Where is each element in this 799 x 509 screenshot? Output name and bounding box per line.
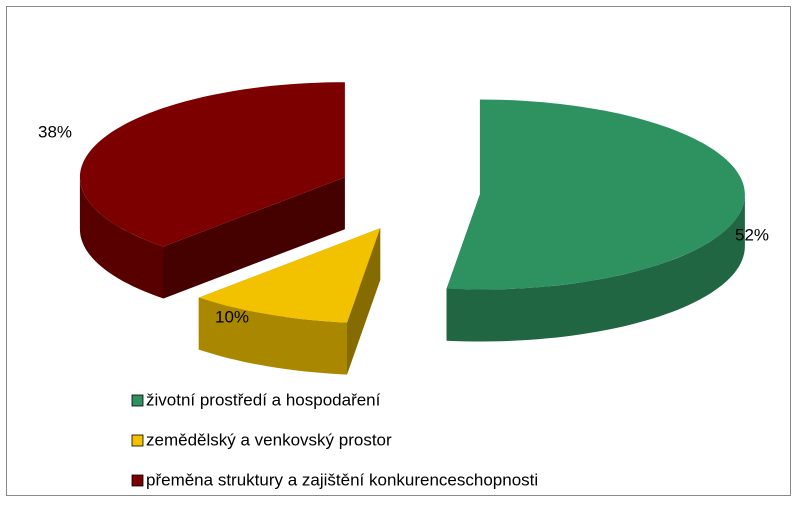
slice-side [163,177,345,299]
pie-slice [446,99,745,342]
pie-slice [79,82,345,299]
legend-swatch [131,474,144,487]
legend-label: přeměna struktury a zajištění konkurence… [146,470,538,489]
pie-slice [198,228,381,375]
legend-label: životní prostředí a hospodaření [146,390,381,409]
slice-wall [446,194,745,342]
data-label: 38% [38,122,72,141]
slice-top [79,82,345,247]
data-label: 52% [735,225,769,244]
slice-wall [198,297,347,375]
data-label: 10% [215,307,249,326]
legend-label: zemědělský a venkovský prostor [146,430,392,449]
legend-swatch [131,434,144,447]
legend-swatch [131,394,144,407]
slice-wall [79,177,164,299]
slice-top [446,99,745,290]
slice-top [198,228,381,323]
